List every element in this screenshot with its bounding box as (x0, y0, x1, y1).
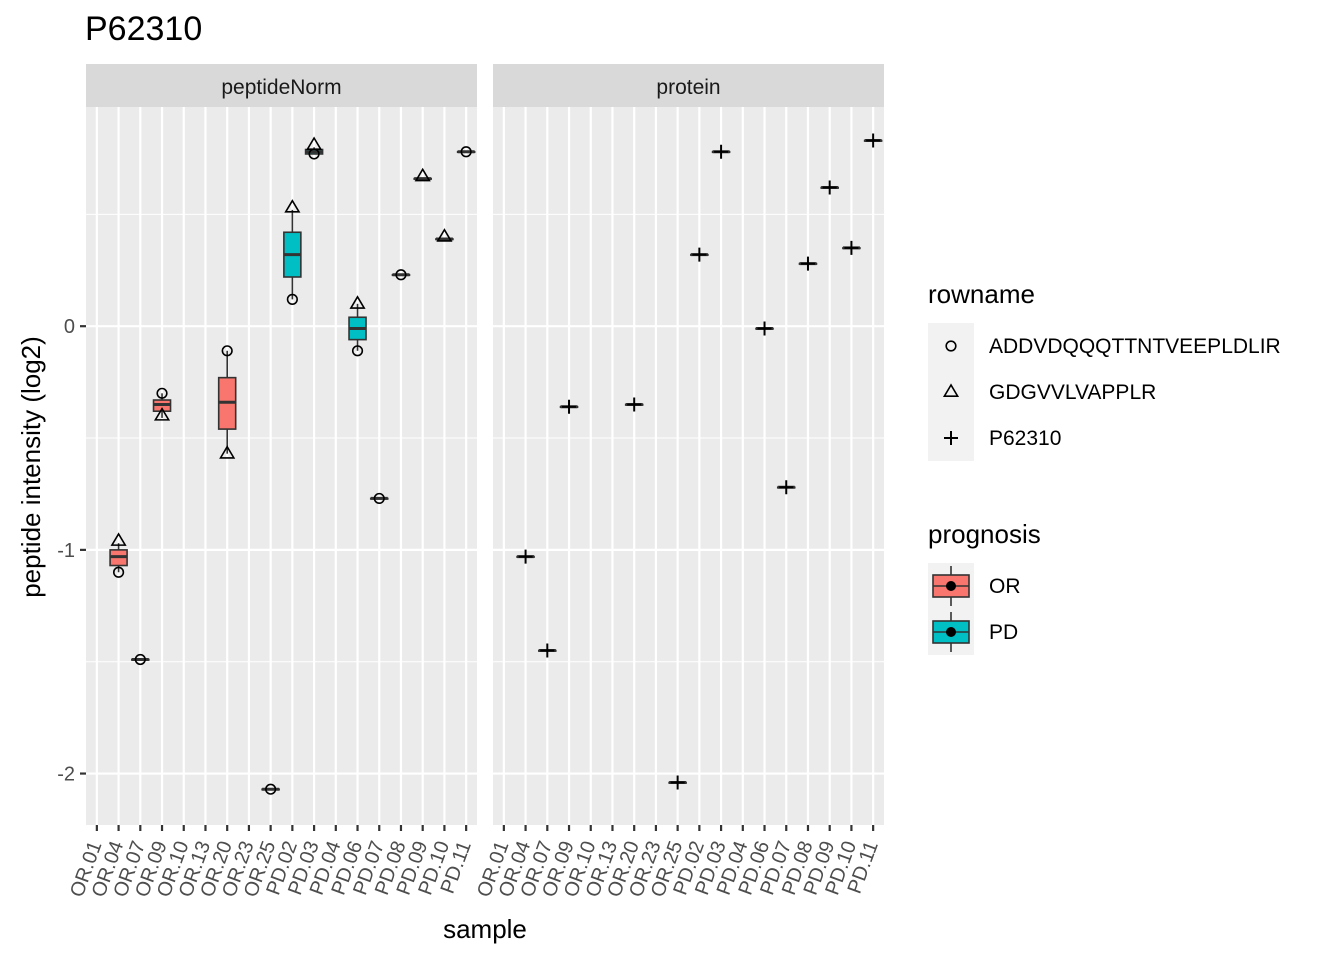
point-or-09-addvdqqqttntveepldlir (156, 387, 168, 399)
point-pd-08-addvdqqqttntveepldlir (395, 269, 407, 281)
box-pd-02 (283, 209, 302, 300)
point-or-07-addvdqqqttntveepldlir (134, 653, 146, 666)
y-axis-label: peptide intensity (log2) (16, 336, 46, 598)
point-pd-08-p62310 (800, 256, 815, 271)
panel-strip-label: peptideNorm (221, 76, 341, 99)
point-pd-10-p62310 (844, 240, 859, 255)
point-or-09-p62310 (562, 399, 577, 414)
point-pd-07-p62310 (779, 480, 794, 495)
point-or-25-p62310 (670, 775, 685, 790)
point-pd-03-gdgvvlvapplr (306, 136, 323, 151)
point-pd-07-addvdqqqttntveepldlir (373, 492, 385, 505)
point-or-20-p62310 (627, 397, 642, 412)
point-pd-02-gdgvvlvapplr (284, 199, 301, 213)
point-pd-03-p62310 (714, 144, 729, 159)
x-axis-label: sample (443, 914, 527, 944)
point-or-25-addvdqqqttntveepldlir (265, 783, 277, 795)
legend-symbol-circle (945, 340, 957, 352)
box-pd-07 (369, 496, 389, 500)
legend-dot (946, 581, 956, 591)
panel-background (86, 107, 477, 825)
point-or-20-gdgvvlvapplr (219, 445, 236, 459)
panel-strip (493, 64, 884, 107)
legend-label-gdgvvlvapplr: GDGVVLVAPPLR (989, 381, 1156, 404)
box-pd-11 (456, 150, 476, 154)
legend-key-addvdqqqttntveepldlir (928, 323, 974, 369)
legend-symbol-triangle (942, 383, 960, 398)
legend-title-prognosis: prognosis (928, 519, 1041, 549)
point-pd-11-p62310 (866, 133, 881, 148)
legend-key-gdgvvlvapplr (928, 369, 974, 415)
point-pd-06-gdgvvlvapplr (349, 295, 366, 309)
point-or-04-p62310 (518, 549, 533, 564)
legend-symbol-plus (944, 431, 958, 445)
panel-protein: proteinOR.01OR.04OR.07OR.09OR.10OR.13OR.… (473, 64, 884, 900)
legend-label-p62310: P62310 (989, 427, 1061, 450)
y-tick-label: 0 (64, 316, 75, 338)
y-tick-label: -1 (57, 540, 75, 562)
point-or-20-addvdqqqttntveepldlir (221, 345, 233, 357)
panel-strip (86, 64, 477, 107)
box-or-09 (152, 393, 172, 418)
point-or-07-p62310 (540, 643, 555, 658)
legend-label-pd: PD (989, 621, 1018, 644)
point-pd-06-p62310 (757, 321, 772, 336)
box-pd-06 (348, 303, 367, 351)
point-pd-09-p62310 (822, 180, 837, 195)
panel-strip-label: protein (656, 76, 720, 99)
legend-label-or: OR (989, 575, 1021, 598)
y-tick-label: -2 (57, 764, 75, 786)
panel-peptidenorm: peptideNormOR.01OR.04OR.07OR.09OR.10OR.1… (66, 64, 477, 900)
box-or-07 (131, 657, 150, 661)
point-pd-10-gdgvvlvapplr (436, 228, 453, 242)
panel-background (493, 107, 884, 825)
legends: rowname ADDVDQQQTTNTVEEPLDLIR GDGVVLVAPPLR… (928, 279, 1281, 655)
point-pd-06-addvdqqqttntveepldlir (351, 345, 364, 357)
point-or-04-gdgvvlvapplr (110, 532, 127, 546)
box-or-20 (217, 350, 237, 454)
box-or-25 (261, 787, 280, 791)
point-pd-09-gdgvvlvapplr (414, 167, 431, 182)
legend-label-addvdqqqttntveepldlir: ADDVDQQQTTNTVEEPLDLIR (989, 335, 1281, 358)
point-pd-11-addvdqqqttntveepldlir (460, 146, 472, 158)
chart-title: P62310 (85, 10, 202, 48)
legend-dot (946, 627, 956, 637)
point-pd-02-addvdqqqttntveepldlir (286, 293, 298, 305)
point-or-04-addvdqqqttntveepldlir (112, 566, 125, 578)
point-pd-02-p62310 (692, 247, 707, 262)
point-or-09-gdgvvlvapplr (153, 407, 171, 421)
legend-title-rowname: rowname (928, 279, 1035, 309)
panels: peptideNormOR.01OR.04OR.07OR.09OR.10OR.1… (57, 64, 884, 900)
box-pd-08 (391, 273, 411, 277)
